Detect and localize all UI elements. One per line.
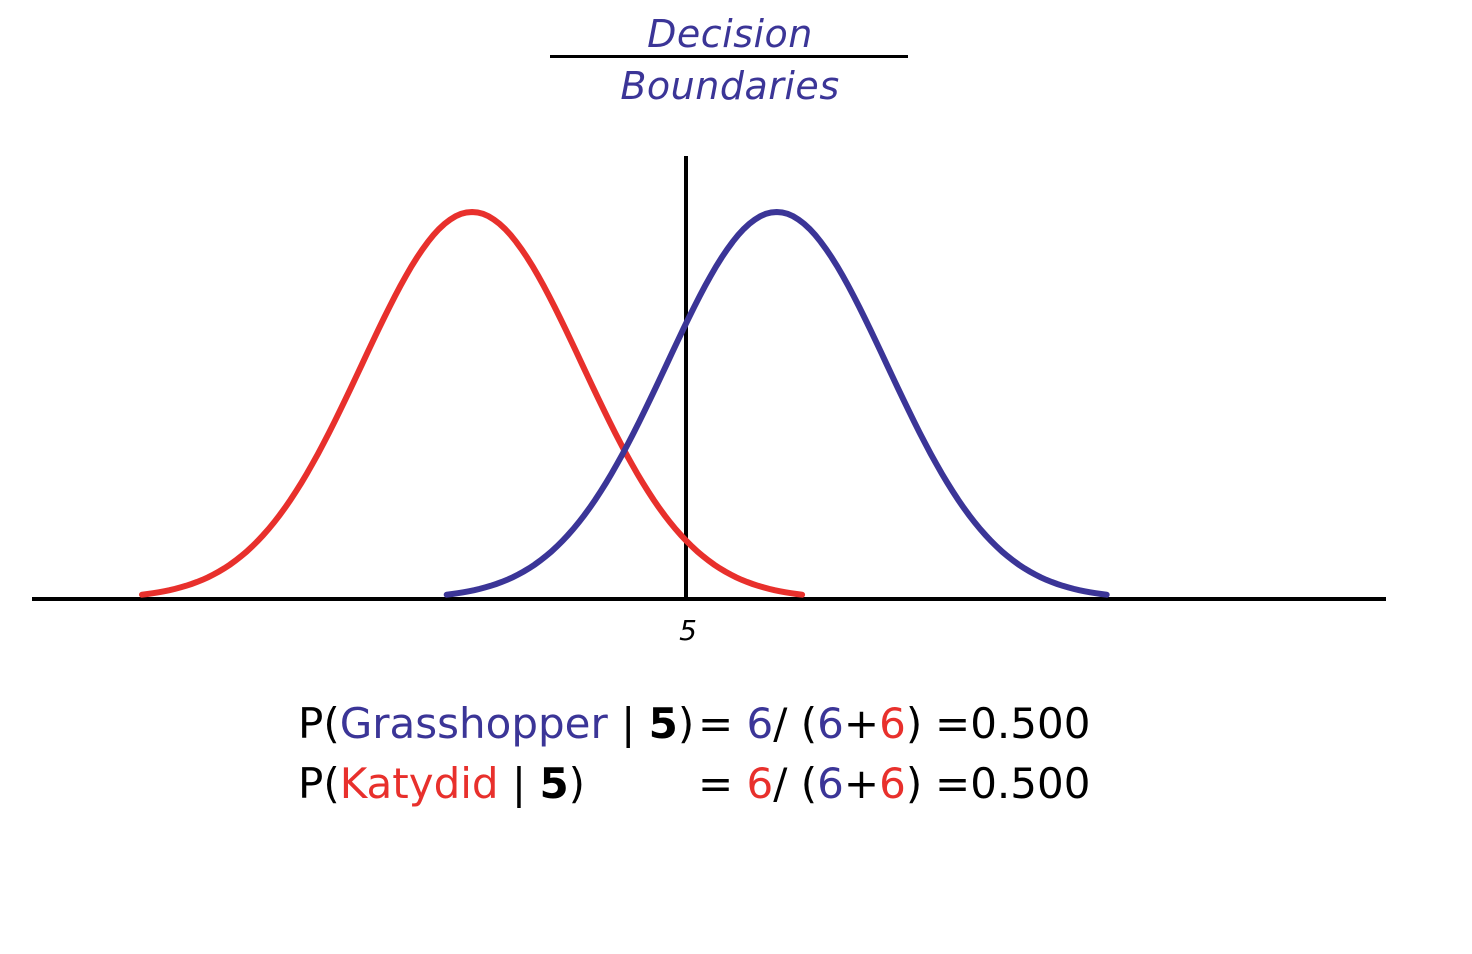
katydid-posterior-formula: P(Katydid | 5) = 6/ (6+6) =0.500 — [298, 758, 1090, 810]
division-slash: / ( — [773, 699, 818, 748]
formula-prefix: P( — [298, 699, 340, 748]
title-underline — [550, 55, 908, 58]
result-value: =0.500 — [935, 759, 1091, 808]
page-title: Decision Boundaries — [620, 12, 840, 108]
katydid-distribution-curve — [139, 208, 806, 598]
denominator-grasshopper: 6 — [817, 699, 844, 748]
denominator-close-paren: ) — [905, 699, 923, 748]
grasshopper-posterior-formula: P(Grasshopper | 5) = 6/ (6+6) =0.500 — [298, 698, 1090, 750]
formula-close-paren: ) — [677, 699, 695, 748]
grasshopper-distribution-curve — [443, 208, 1110, 598]
denominator-katydid: 6 — [879, 759, 906, 808]
formula-rhs: = 6/ (6+6) — [698, 698, 922, 750]
formula-rhs: = 6/ (6+6) — [698, 758, 922, 810]
plus-sign: + — [843, 759, 880, 808]
numerator: 6 — [746, 759, 774, 808]
formula-close-paren: ) — [568, 759, 586, 808]
boundary-tick-label: 5 — [679, 614, 697, 647]
denominator-katydid: 6 — [879, 699, 906, 748]
katydid-label: Katydid — [339, 759, 499, 808]
division-slash: / ( — [773, 759, 818, 808]
result-value: =0.500 — [935, 699, 1091, 748]
equals-sign: = — [698, 699, 747, 748]
given-separator: | — [498, 759, 540, 808]
plus-sign: + — [843, 699, 880, 748]
denominator-grasshopper: 6 — [817, 759, 844, 808]
formula-prefix: P( — [298, 759, 340, 808]
equals-sign: = — [698, 759, 747, 808]
numerator: 6 — [746, 699, 774, 748]
given-separator: | — [607, 699, 649, 748]
denominator-close-paren: ) — [905, 759, 923, 808]
grasshopper-label: Grasshopper — [339, 699, 608, 748]
given-value: 5 — [539, 759, 569, 808]
given-value: 5 — [648, 699, 678, 748]
